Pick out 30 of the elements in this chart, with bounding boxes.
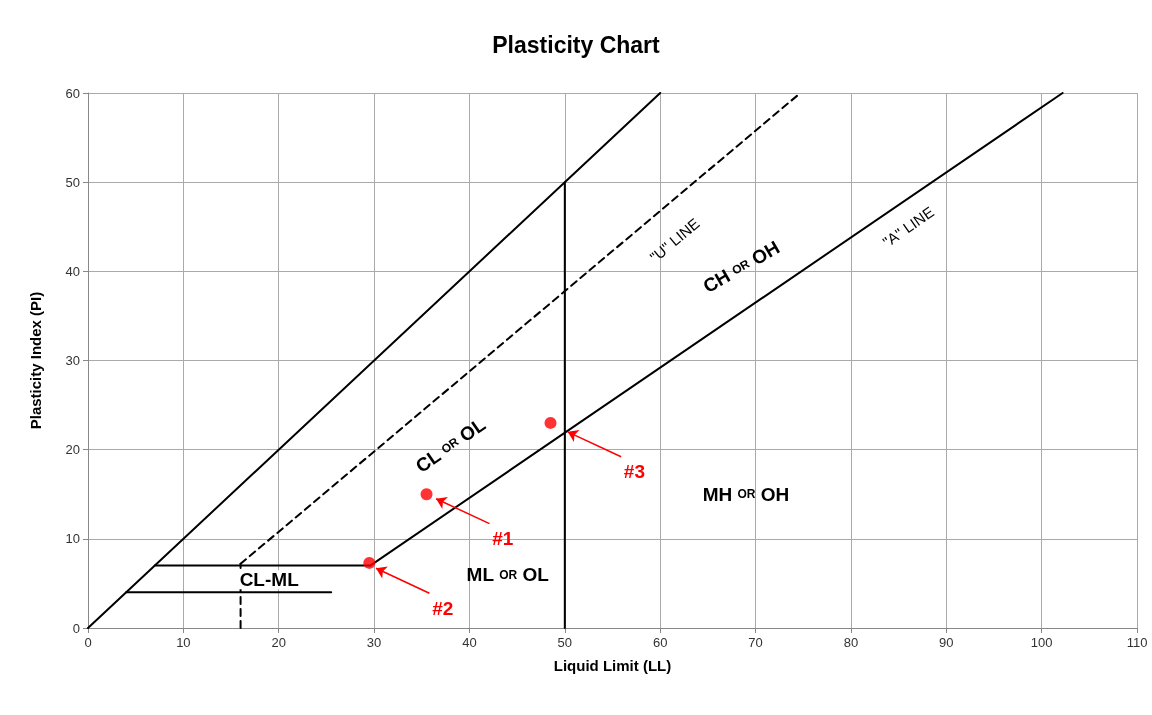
annotation: #1 — [492, 528, 514, 550]
annotation: #3 — [623, 461, 645, 483]
chart-title: Plasticity Chart — [492, 31, 661, 58]
y-tick-label: 60 — [65, 85, 80, 101]
annotation: #2 — [432, 597, 454, 619]
y-tick-label: 0 — [72, 620, 80, 636]
x-tick-label: 100 — [1030, 635, 1053, 650]
annotation: CL OR OL — [411, 413, 490, 477]
x-tick-label: 90 — [939, 635, 954, 650]
x-tick-label: 10 — [176, 635, 191, 650]
y-axis-title: Plasticity Index (PI) — [27, 291, 44, 430]
x-tick-label: 40 — [462, 635, 477, 650]
annotation: MH OR OH — [702, 483, 790, 505]
x-tick-label: 0 — [84, 635, 92, 650]
x-tick-label: 70 — [748, 635, 763, 650]
y-tick-label: 50 — [65, 174, 80, 190]
x-tick-label: 80 — [843, 635, 859, 650]
x-tick-label: 50 — [557, 635, 573, 650]
x-tick-label: 20 — [271, 635, 286, 650]
annotation: CL-ML — [239, 569, 300, 591]
x-tick-label: 110 — [1126, 635, 1148, 650]
x-tick-label: 30 — [366, 635, 382, 650]
y-tick-label: 30 — [65, 353, 80, 368]
x-tick-label: 60 — [652, 635, 668, 650]
y-tick-label: 20 — [65, 442, 80, 458]
annotation: ML OR OL — [466, 564, 550, 585]
y-tick-label: 10 — [65, 531, 80, 547]
annotation: CH OR OH — [699, 236, 784, 298]
x-axis-title: Liquid Limit (LL) — [553, 657, 672, 674]
y-tick-label: 40 — [65, 263, 80, 279]
